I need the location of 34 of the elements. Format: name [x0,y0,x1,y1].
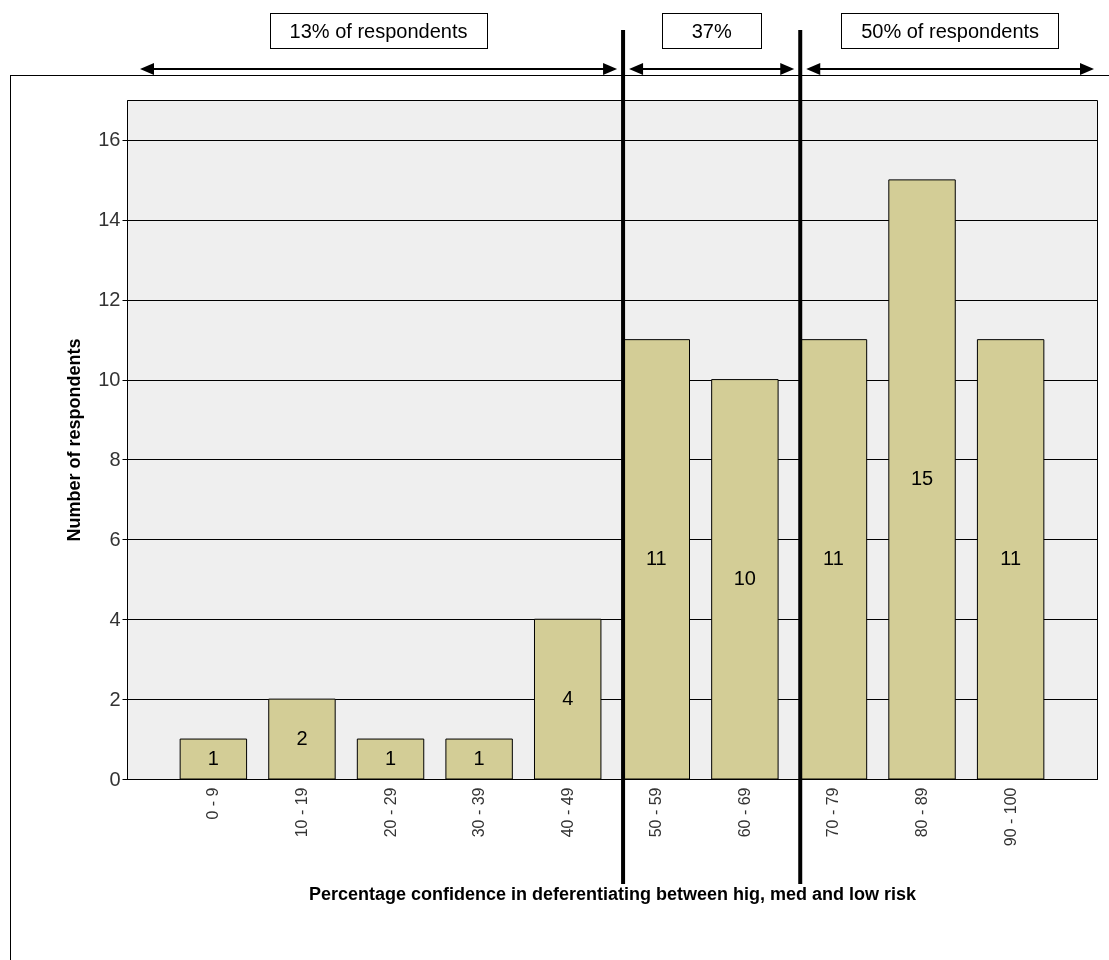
text: 50% of respondents [841,13,1060,49]
data-label: 15 [910,467,934,490]
x-tick-label: 0 - 9 [204,787,222,820]
data-label: 4 [562,687,574,710]
x-tick-label: 70 - 79 [824,787,842,838]
y-axis-title: Number of respondents [64,338,85,542]
y-tick-label: 16 [98,128,121,151]
data-label: 1 [473,747,485,770]
x-tick-label: 60 - 69 [735,787,753,838]
text: 13% of respondents [269,13,488,49]
y-tick-label: 4 [109,607,121,630]
x-tick-label: 90 - 100 [1001,787,1019,847]
y-tick-label: 6 [109,527,121,550]
text: 37% [661,13,762,49]
y-tick-label: 14 [98,208,121,231]
x-axis-title: Percentage confidence in deferentiating between hig, med and low risk [308,884,918,905]
data-label: 11 [823,547,844,570]
y-tick-label: 0 [109,767,121,790]
x-tick-label: 10 - 19 [292,787,310,838]
x-tick-label: 80 - 89 [913,787,931,838]
data-label: 2 [296,727,308,750]
data-label: 1 [207,747,219,770]
x-tick-label: 50 - 59 [647,787,665,838]
data-label: 11 [1000,547,1022,570]
data-label: 11 [645,547,667,570]
data-label: 10 [733,567,756,590]
y-tick-label: 8 [109,447,121,470]
x-tick-label: 30 - 39 [470,787,488,838]
data-label: 1 [384,747,397,770]
y-tick-label: 10 [98,368,121,391]
y-tick-label: 12 [98,288,121,311]
y-tick-label: 2 [109,687,121,710]
x-tick-label: 20 - 29 [381,787,399,838]
x-tick-label: 40 - 49 [558,787,576,838]
